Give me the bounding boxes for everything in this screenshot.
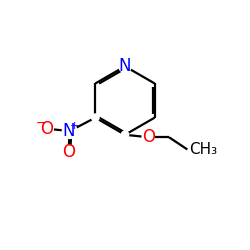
Circle shape	[121, 131, 129, 138]
Circle shape	[142, 131, 154, 143]
Circle shape	[92, 114, 99, 121]
Circle shape	[62, 146, 74, 158]
Text: O: O	[40, 120, 53, 138]
Text: O: O	[142, 128, 155, 146]
Text: O: O	[62, 143, 75, 161]
Text: N: N	[119, 57, 131, 75]
Text: −: −	[36, 117, 46, 130]
Circle shape	[40, 122, 53, 136]
Circle shape	[119, 60, 131, 72]
Text: +: +	[70, 121, 79, 131]
Text: CH₃: CH₃	[189, 142, 218, 157]
Circle shape	[62, 124, 77, 138]
Text: N: N	[62, 122, 75, 140]
